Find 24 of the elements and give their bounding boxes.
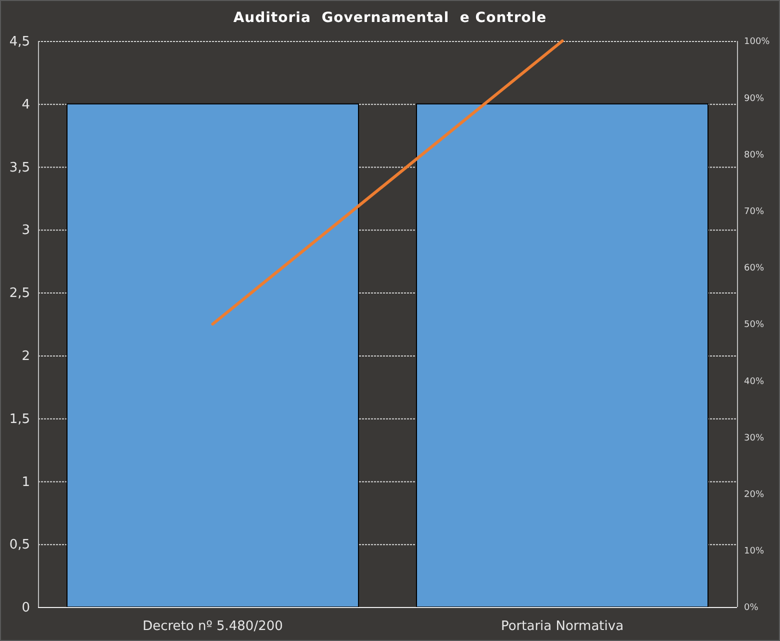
y2-tick-label: 100% <box>744 37 770 48</box>
y2-tick-label: 50% <box>744 320 764 330</box>
y-tick-label: 1 <box>22 474 30 490</box>
y2-tick-label: 20% <box>744 490 764 500</box>
y-tick-label: 4 <box>22 97 30 112</box>
x-tick-label: Portaria Normativa <box>500 619 624 634</box>
y2-tick-label: 0% <box>744 603 759 614</box>
chart-title: Auditoria Governamental e Controle <box>233 10 547 26</box>
y-tick-label: 0 <box>22 600 30 616</box>
y2-tick-label: 90% <box>744 94 764 104</box>
y2-tick-label: 70% <box>744 206 764 217</box>
y-tick-label: 1,5 <box>9 412 30 427</box>
y2-tick-label: 40% <box>744 376 764 387</box>
y2-tick-label: 30% <box>744 433 764 444</box>
y-tick-label: 2,5 <box>9 286 30 302</box>
y-tick-label: 4,5 <box>9 34 30 50</box>
x-tick-label: Decreto nº 5.480/200 <box>142 619 283 634</box>
y-tick-label: 0,5 <box>9 538 30 553</box>
y2-tick-label: 10% <box>744 546 764 557</box>
y-tick-label: 3,5 <box>9 160 30 176</box>
y2-tick-label: 80% <box>744 150 764 160</box>
y2-tick-label: 60% <box>744 264 764 274</box>
y-tick-label: 3 <box>22 223 30 238</box>
y-tick-label: 2 <box>22 348 30 364</box>
